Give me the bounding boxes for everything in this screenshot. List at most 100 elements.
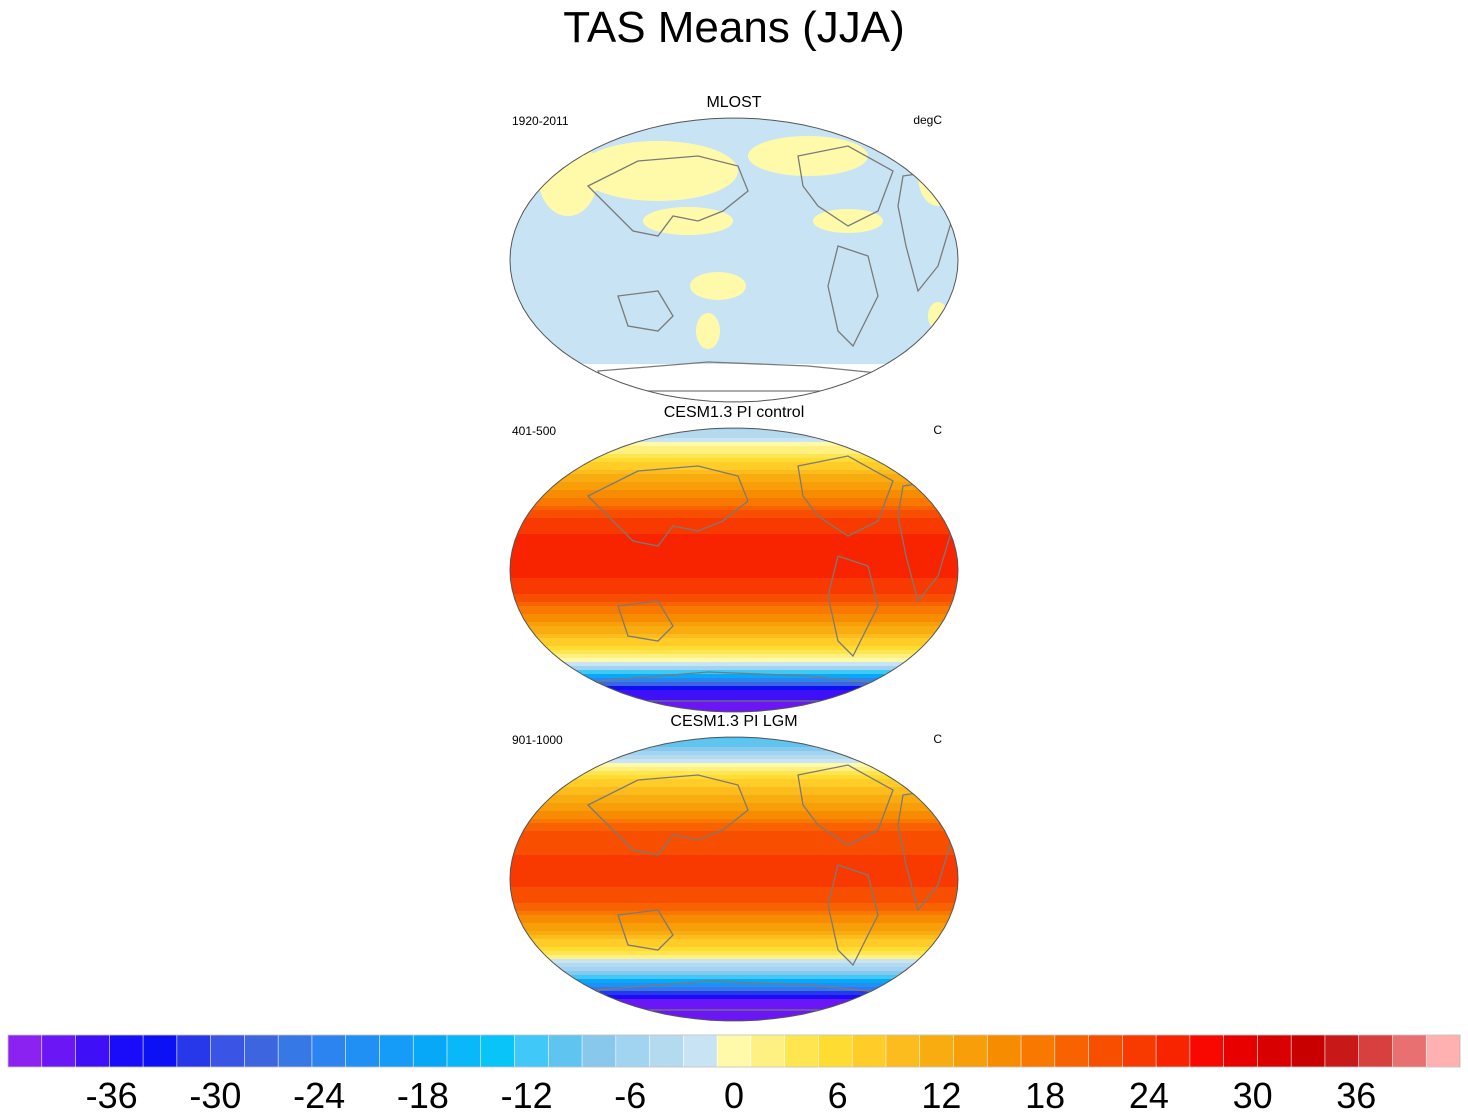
- temperature-field: [510, 737, 958, 1021]
- lat-band: [510, 791, 958, 796]
- lat-band: [510, 903, 958, 908]
- lat-band: [510, 428, 958, 431]
- colorbar-tick-label: -12: [501, 1075, 553, 1116]
- lat-band: [510, 743, 958, 748]
- colorbar-tick-label: 6: [828, 1075, 848, 1116]
- lat-band: [510, 494, 958, 499]
- colorbar-tick-label: -6: [614, 1075, 646, 1116]
- lat-band: [510, 947, 958, 952]
- lat-band: [510, 1003, 958, 1008]
- panel-period: 401-500: [512, 424, 557, 438]
- colorbar-swatch: [1122, 1034, 1157, 1068]
- colorbar-tick-label: 24: [1129, 1075, 1169, 1116]
- positive-region: [643, 207, 733, 235]
- colorbar-tick-label: -30: [189, 1075, 241, 1116]
- temperature-field: [510, 428, 958, 712]
- lat-band: [510, 847, 958, 852]
- lat-band: [510, 518, 958, 523]
- lat-band: [510, 534, 958, 539]
- lat-band: [510, 823, 958, 828]
- lat-band: [510, 919, 958, 924]
- positive-region: [690, 272, 746, 300]
- lat-band: [510, 911, 958, 916]
- positive-region: [538, 136, 598, 216]
- colorbar-swatch: [311, 1034, 347, 1068]
- colorbar-swatch: [953, 1034, 989, 1068]
- lat-band: [510, 827, 958, 832]
- colorbar-swatch: [851, 1034, 887, 1068]
- colorbar-swatch: [547, 1034, 583, 1068]
- lat-band: [510, 1015, 958, 1020]
- lat-band: [510, 594, 958, 599]
- lat-band: [510, 610, 958, 615]
- lat-band: [510, 803, 958, 808]
- coastline: [617, 600, 674, 642]
- map-border: [509, 736, 959, 1022]
- coastline: [797, 145, 894, 227]
- lat-band: [510, 887, 958, 892]
- panel-period: 1920-2011: [512, 114, 569, 128]
- lat-band: [510, 458, 958, 463]
- lat-band: [510, 779, 958, 784]
- lat-band: [510, 883, 958, 888]
- colorbar-swatch: [109, 1034, 144, 1068]
- lat-band: [510, 514, 958, 519]
- coastline: [827, 245, 879, 348]
- coastline: [617, 290, 674, 332]
- coastline: [586, 465, 749, 547]
- positive-region: [578, 141, 738, 201]
- lat-band: [510, 991, 958, 996]
- lat-band: [510, 698, 958, 703]
- colorbar-swatch: [1425, 1034, 1461, 1068]
- coastline: [797, 455, 894, 537]
- lat-band: [510, 694, 958, 699]
- colorbar-tick-label: 36: [1336, 1075, 1376, 1116]
- lat-band: [510, 674, 958, 679]
- lat-band: [510, 943, 958, 948]
- lat-band: [510, 815, 958, 820]
- panel-units: C: [933, 423, 942, 437]
- colorbar-swatch: [716, 1034, 752, 1068]
- colorbar-swatch: [1155, 1034, 1191, 1068]
- lat-band: [510, 554, 958, 559]
- map-panel-mlost: MLOST 1920-2011 degC: [508, 94, 960, 404]
- colorbar-swatch: [1358, 1034, 1394, 1068]
- lat-band: [510, 462, 958, 467]
- lat-band: [510, 879, 958, 884]
- lat-band: [510, 442, 958, 447]
- panel-title: CESM1.3 PI control: [663, 404, 805, 421]
- colorbar-swatch: [581, 1034, 617, 1068]
- colorbar-tick-label: -36: [86, 1075, 138, 1116]
- colorbar-swatch: [41, 1034, 77, 1068]
- colorbar-tick-label: 0: [724, 1075, 744, 1116]
- lat-band: [510, 454, 958, 459]
- lat-band: [510, 931, 958, 936]
- lat-band: [510, 737, 958, 740]
- colorbar-border: [7, 1034, 1461, 1068]
- map-border: [509, 427, 959, 713]
- lat-band: [510, 670, 958, 675]
- colorbar-swatch: [750, 1034, 786, 1068]
- lat-band: [510, 662, 958, 667]
- lat-band: [510, 710, 958, 712]
- lat-band: [510, 470, 958, 475]
- lat-band: [510, 767, 958, 772]
- lat-band: [510, 546, 958, 551]
- lat-band: [510, 907, 958, 912]
- lat-band: [510, 578, 958, 583]
- lat-band: [510, 835, 958, 840]
- lat-band: [510, 863, 958, 868]
- lat-band: [510, 995, 958, 1000]
- lat-band: [510, 654, 958, 659]
- lat-band: [510, 739, 958, 744]
- lat-band: [510, 438, 958, 443]
- lat-band: [510, 486, 958, 491]
- lat-band: [510, 618, 958, 623]
- lat-band: [510, 446, 958, 451]
- lat-band: [510, 967, 958, 972]
- lat-band: [510, 867, 958, 872]
- lat-band: [510, 807, 958, 812]
- lat-band: [510, 702, 958, 707]
- lat-band: [510, 855, 958, 860]
- colorbar-swatch: [1324, 1034, 1360, 1068]
